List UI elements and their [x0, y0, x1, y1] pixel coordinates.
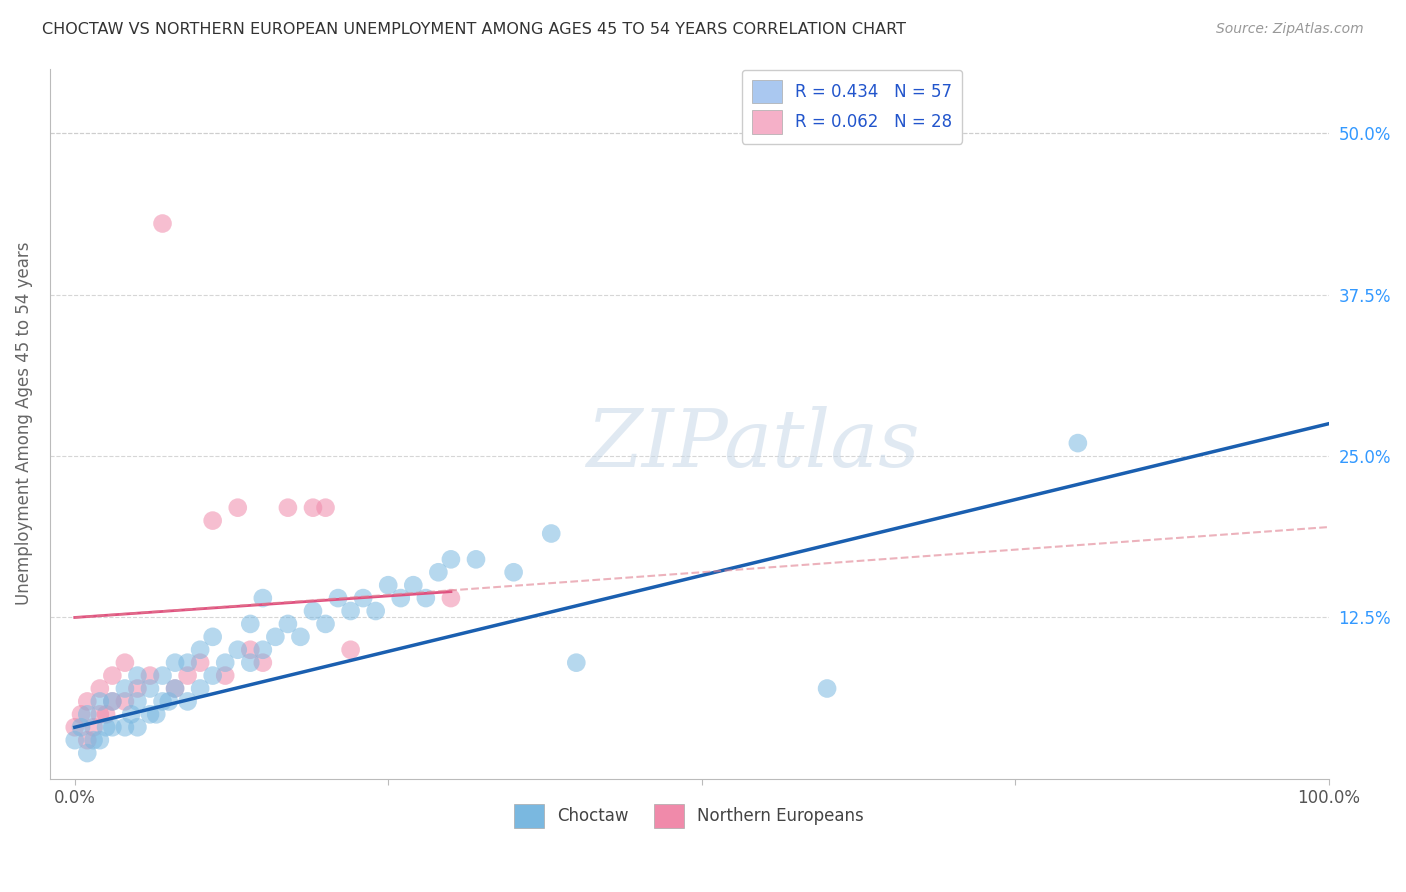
Point [315, 616, 337, 631]
Point [302, 500, 325, 515]
Point [214, 656, 236, 670]
Point [277, 616, 299, 631]
Point [89, 694, 111, 708]
Point [326, 591, 349, 606]
Point [264, 630, 287, 644]
Point [127, 694, 149, 708]
Point [315, 500, 337, 515]
Point [176, 694, 198, 708]
Point [201, 514, 224, 528]
Point [239, 642, 262, 657]
Point [76, 707, 98, 722]
Legend: Choctaw, Northern Europeans: Choctaw, Northern Europeans [508, 797, 870, 835]
Point [188, 642, 211, 657]
Point [157, 694, 180, 708]
Point [89, 681, 111, 696]
Point [502, 566, 524, 580]
Point [89, 733, 111, 747]
Point [139, 681, 162, 696]
Text: ZIPatlas: ZIPatlas [586, 406, 920, 483]
Point [277, 500, 299, 515]
Point [76, 733, 98, 747]
Point [127, 681, 149, 696]
Point [101, 720, 124, 734]
Point [165, 681, 187, 696]
Point [127, 720, 149, 734]
Point [114, 681, 136, 696]
Point [364, 604, 387, 618]
Point [94, 707, 117, 722]
Point [1067, 436, 1090, 450]
Point [114, 656, 136, 670]
Point [226, 642, 249, 657]
Point [83, 720, 105, 734]
Point [152, 694, 174, 708]
Point [352, 591, 374, 606]
Point [339, 604, 361, 618]
Point [139, 668, 162, 682]
Point [101, 694, 124, 708]
Point [377, 578, 399, 592]
Point [540, 526, 562, 541]
Point [415, 591, 437, 606]
Point [402, 578, 425, 592]
Point [214, 668, 236, 682]
Point [145, 707, 167, 722]
Point [114, 720, 136, 734]
Point [70, 720, 93, 734]
Point [427, 566, 450, 580]
Y-axis label: Unemployment Among Ages 45 to 54 years: Unemployment Among Ages 45 to 54 years [15, 242, 32, 606]
Point [440, 591, 463, 606]
Point [76, 746, 98, 760]
Point [127, 668, 149, 682]
Point [152, 668, 174, 682]
Point [239, 656, 262, 670]
Point [440, 552, 463, 566]
Point [252, 642, 274, 657]
Text: Source: ZipAtlas.com: Source: ZipAtlas.com [1216, 22, 1364, 37]
Point [89, 707, 111, 722]
Point [70, 707, 93, 722]
Point [139, 707, 162, 722]
Point [63, 720, 86, 734]
Point [239, 616, 262, 631]
Point [252, 656, 274, 670]
Point [101, 668, 124, 682]
Point [165, 656, 187, 670]
Point [565, 656, 588, 670]
Point [188, 656, 211, 670]
Point [201, 668, 224, 682]
Point [176, 656, 198, 670]
Point [465, 552, 488, 566]
Point [188, 681, 211, 696]
Point [152, 217, 174, 231]
Point [290, 630, 312, 644]
Point [302, 604, 325, 618]
Text: CHOCTAW VS NORTHERN EUROPEAN UNEMPLOYMENT AMONG AGES 45 TO 54 YEARS CORRELATION : CHOCTAW VS NORTHERN EUROPEAN UNEMPLOYMEN… [42, 22, 907, 37]
Point [94, 720, 117, 734]
Point [114, 694, 136, 708]
Point [226, 500, 249, 515]
Point [815, 681, 838, 696]
Point [252, 591, 274, 606]
Point [63, 733, 86, 747]
Point [101, 694, 124, 708]
Point [201, 630, 224, 644]
Point [389, 591, 412, 606]
Point [76, 694, 98, 708]
Point [176, 668, 198, 682]
Point [120, 707, 142, 722]
Point [339, 642, 361, 657]
Point [83, 733, 105, 747]
Point [165, 681, 187, 696]
